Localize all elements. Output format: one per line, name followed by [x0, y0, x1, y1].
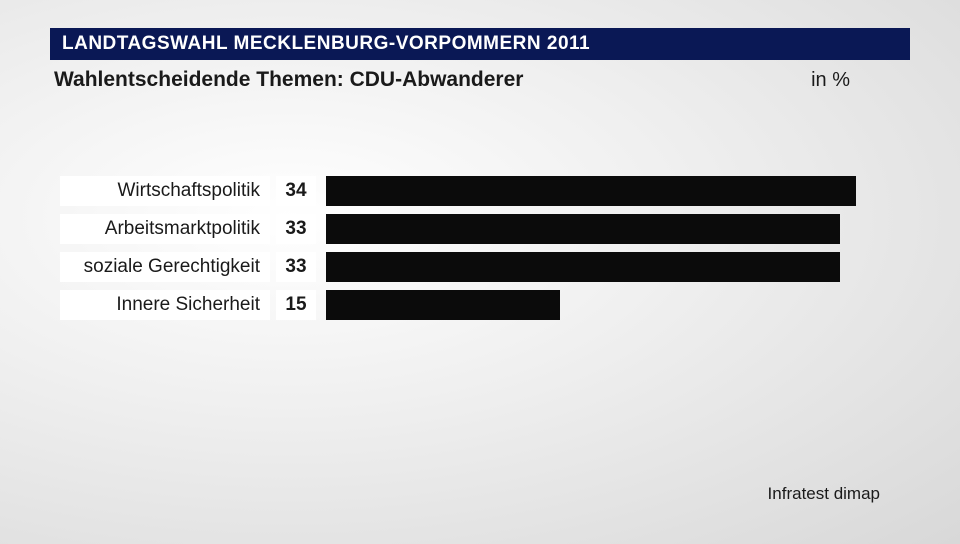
bar-label: soziale Gerechtigkeit [60, 252, 270, 282]
chart-row: Arbeitsmarktpolitik 33 [60, 213, 880, 245]
bar-value: 33 [276, 252, 316, 282]
bar-label: Arbeitsmarktpolitik [60, 214, 270, 244]
bar-fill [326, 252, 840, 282]
bar-fill [326, 290, 560, 320]
bar-fill [326, 176, 856, 206]
header-bar: LANDTAGSWAHL MECKLENBURG-VORPOMMERN 2011 [50, 28, 910, 60]
chart-row: Wirtschaftspolitik 34 [60, 175, 880, 207]
header-title: LANDTAGSWAHL MECKLENBURG-VORPOMMERN 2011 [62, 33, 590, 55]
bar-value: 33 [276, 214, 316, 244]
bar-chart: Wirtschaftspolitik 34 Arbeitsmarktpoliti… [60, 175, 880, 327]
chart-row: Innere Sicherheit 15 [60, 289, 880, 321]
bar-track [326, 290, 880, 320]
bar-label: Innere Sicherheit [60, 290, 270, 320]
bar-track [326, 214, 880, 244]
bar-label: Wirtschaftspolitik [60, 176, 270, 206]
source-attribution: Infratest dimap [768, 484, 880, 504]
bar-fill [326, 214, 840, 244]
chart-subtitle: Wahlentscheidende Themen: CDU-Abwanderer [50, 68, 523, 92]
bar-value: 15 [276, 290, 316, 320]
bar-track [326, 176, 880, 206]
chart-unit: in % [811, 69, 910, 92]
chart-row: soziale Gerechtigkeit 33 [60, 251, 880, 283]
subtitle-row: Wahlentscheidende Themen: CDU-Abwanderer… [50, 68, 910, 92]
bar-value: 34 [276, 176, 316, 206]
bar-track [326, 252, 880, 282]
